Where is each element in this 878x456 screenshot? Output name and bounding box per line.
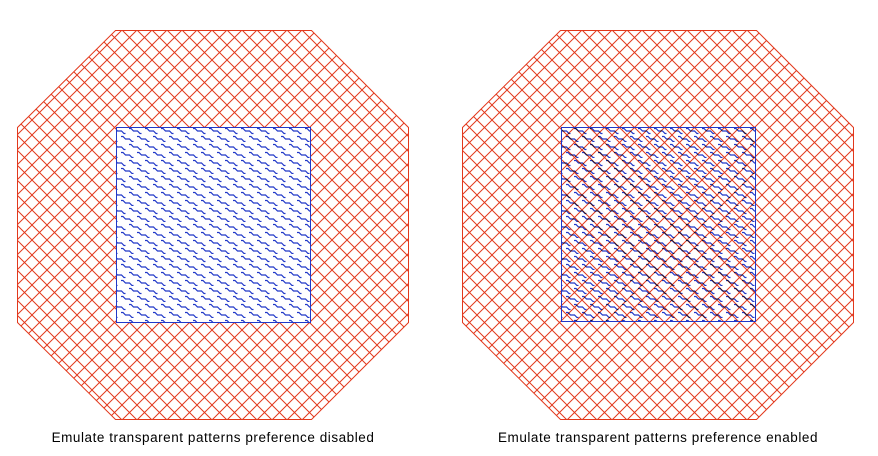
square-wave-pattern — [116, 127, 311, 323]
square-border — [116, 127, 311, 323]
square-wave-pattern-transparent — [561, 127, 756, 322]
octagon-figure-enabled — [462, 30, 854, 420]
caption-enabled: Emulate transparent patterns preference … — [497, 430, 819, 445]
caption-disabled: Emulate transparent patterns preference … — [51, 430, 375, 445]
octagon-figure-disabled — [17, 30, 409, 420]
panel-disabled: Emulate transparent patterns preference … — [17, 30, 409, 445]
square-border — [561, 127, 756, 322]
panel-enabled: Emulate transparent patterns preference … — [462, 30, 854, 445]
